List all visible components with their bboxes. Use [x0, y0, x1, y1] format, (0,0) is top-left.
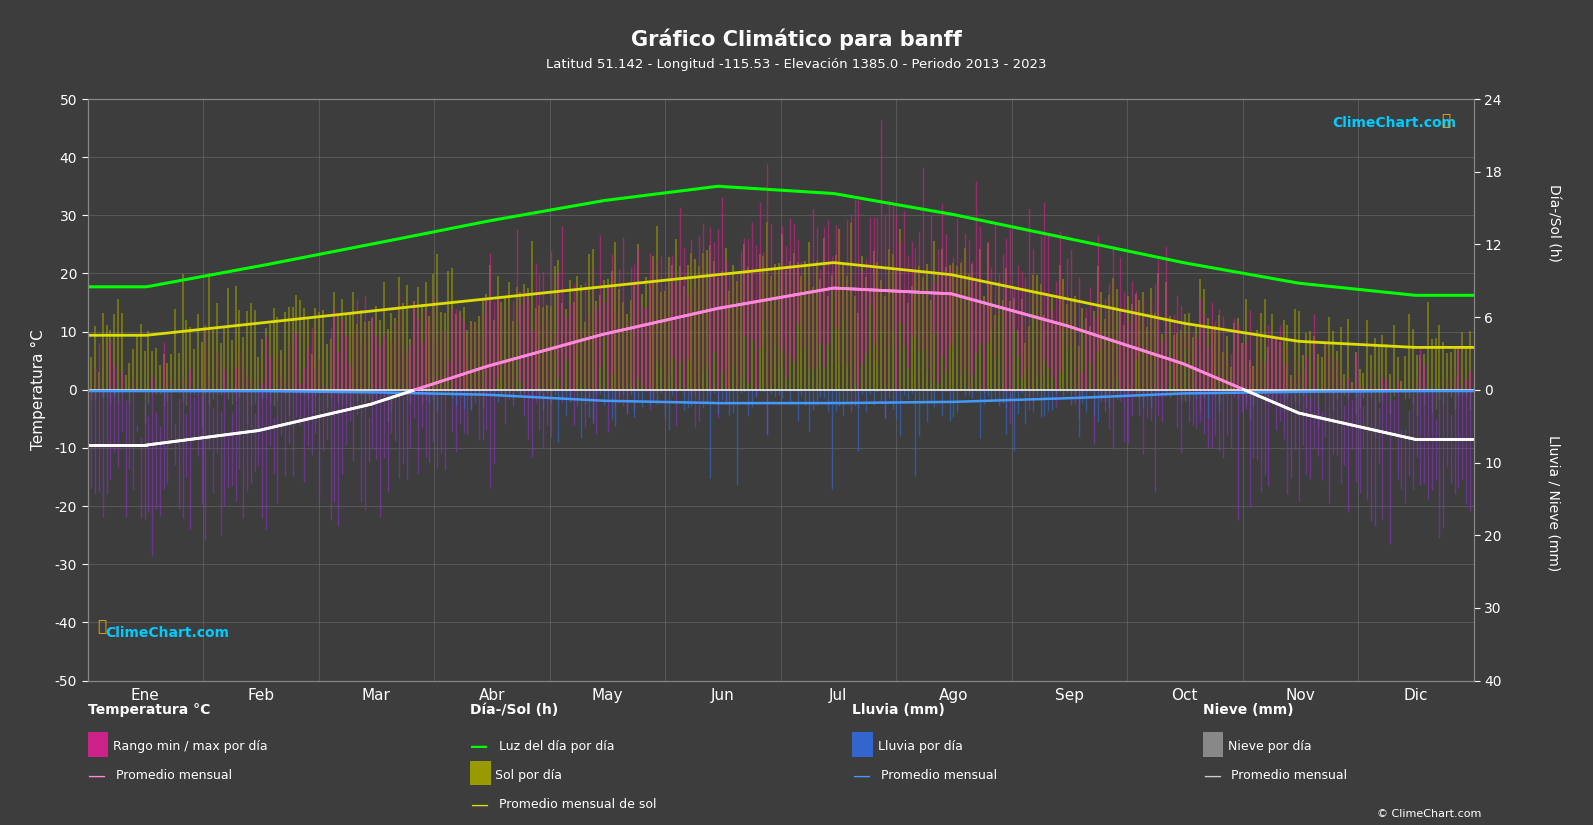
Text: Lluvia (mm): Lluvia (mm)	[852, 703, 945, 717]
Text: Promedio mensual: Promedio mensual	[1231, 769, 1348, 782]
Y-axis label: Temperatura °C: Temperatura °C	[32, 329, 46, 450]
Text: —: —	[852, 766, 870, 785]
Text: —: —	[470, 795, 487, 813]
Text: Día-/Sol (h): Día-/Sol (h)	[470, 703, 558, 717]
Text: ClimeChart.com: ClimeChart.com	[1332, 116, 1456, 130]
Text: © ClimeChart.com: © ClimeChart.com	[1376, 808, 1481, 818]
Text: Sol por día: Sol por día	[495, 769, 562, 782]
Text: Lluvia / Nieve (mm): Lluvia / Nieve (mm)	[1547, 435, 1560, 572]
Text: Promedio mensual: Promedio mensual	[116, 769, 233, 782]
Text: 🌐: 🌐	[1442, 114, 1456, 129]
Text: Promedio mensual: Promedio mensual	[881, 769, 997, 782]
Text: 🌐: 🌐	[97, 619, 107, 634]
Text: Gráfico Climático para banff: Gráfico Climático para banff	[631, 29, 962, 50]
Text: Día-/Sol (h): Día-/Sol (h)	[1547, 184, 1560, 262]
Text: Luz del día por día: Luz del día por día	[499, 740, 615, 753]
Text: Lluvia por día: Lluvia por día	[878, 740, 962, 753]
Text: Latitud 51.142 - Longitud -115.53 - Elevación 1385.0 - Periodo 2013 - 2023: Latitud 51.142 - Longitud -115.53 - Elev…	[546, 58, 1047, 71]
Text: Promedio mensual de sol: Promedio mensual de sol	[499, 798, 656, 811]
Text: —: —	[470, 738, 487, 756]
Text: ClimeChart.com: ClimeChart.com	[105, 626, 229, 640]
Text: Rango min / max por día: Rango min / max por día	[113, 740, 268, 753]
Text: Nieve (mm): Nieve (mm)	[1203, 703, 1294, 717]
Text: —: —	[88, 766, 105, 785]
Text: —: —	[1203, 766, 1220, 785]
Text: Nieve por día: Nieve por día	[1228, 740, 1311, 753]
Text: Temperatura °C: Temperatura °C	[88, 703, 210, 717]
